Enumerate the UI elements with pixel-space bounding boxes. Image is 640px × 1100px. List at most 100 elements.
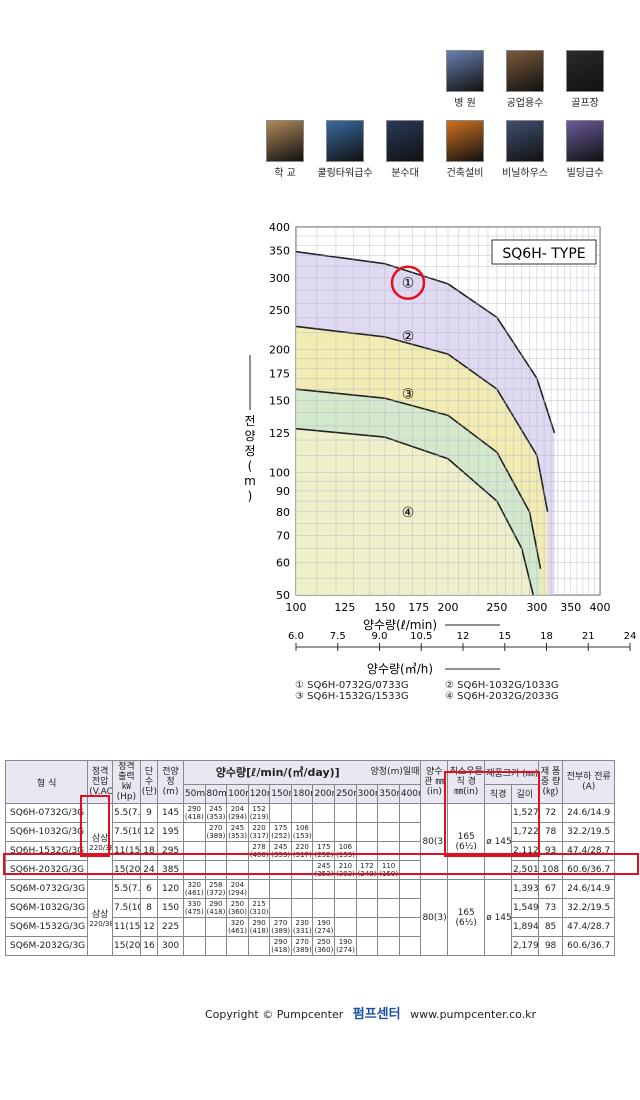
table-cell: 110 (159) [377,860,400,880]
x2-tick-label: 18 [540,631,553,642]
chart-legend: ① SQ6H-0732G/0733G ② SQ6H-1032G/1033G ③ S… [295,680,615,702]
website-url[interactable]: www.pumpcenter.co.kr [410,1008,537,1021]
table-cell: 78 [537,822,564,842]
table-cell: 15(20) [111,936,141,956]
app-label: 공업용수 [506,98,544,109]
footer: Copyright © Pumpcenter 펌프센터 www.pumpcent… [205,1003,625,1022]
header-flow-120m: 120m [247,783,271,805]
table-cell: 245 (353) [226,822,249,842]
x2-tick-label: 7.5 [330,631,346,642]
brand-logo: 펌프센터 [352,1007,401,1022]
table-cell: 24 [139,860,159,880]
table-cell: 1,894 [510,917,539,937]
building-icon [566,120,604,162]
flow-value: 230 [295,919,309,927]
table-cell: 2,179 [510,936,539,956]
flow-value: (317) [249,832,269,840]
table-cell: ø 145 [484,879,512,956]
table-cell: 98 [537,936,564,956]
factory-icon [506,50,544,92]
well-text: 165 [457,907,475,918]
flow-value: (274) [336,946,355,954]
table-cell: ø 145 [484,803,512,880]
header-well-title: 최소우물 직 경 [449,767,483,787]
series-line-3 [296,325,549,512]
flow-value: (294) [228,813,247,821]
y-axis-label-char: 양 [244,429,255,443]
table-cell [355,936,379,956]
x2-tick-label: 6.0 [288,631,304,642]
flow-value: (317) [292,851,312,859]
well-text: 165 [457,831,475,842]
flow-value: 290 [187,805,201,813]
flow-value: (331) [292,927,312,935]
flow-value: 320 [230,919,245,927]
table-cell: 106 (153) [334,841,357,861]
flow-value: (310) [249,908,269,916]
header-model: 형 식 [4,760,89,804]
table-cell [290,879,314,899]
table-cell: 60.6/36.7 [562,860,615,880]
table-cell: SQ6M-0732G/3G [4,879,89,899]
y-tick-label: 60 [276,557,290,570]
flow-value: 175 [317,843,331,851]
chart-title-box [491,239,597,265]
y-tick-label: 400 [269,221,290,234]
y-axis-label-char: m [244,474,256,488]
series-group [296,227,600,595]
table-cell [182,936,206,956]
building-equipment-icon [446,120,484,162]
table-cell: 73 [537,898,564,918]
table-row: SQ6M-0732G/3G삼상220/3805.5(7.5)6120320(46… [4,879,615,956]
table-cell: 12 [139,917,159,937]
flow-value: 106 [338,843,353,851]
flow-value: 220 [295,843,309,851]
x2-tick-label: 24 [624,631,637,642]
flow-value: (400) [249,851,269,859]
y-tick-label: 300 [269,272,290,285]
table-cell: 320 (461) [226,917,249,937]
table-cell: 1,722 [510,822,539,842]
golf-icon [566,50,604,92]
table-cell [355,841,379,861]
table-cell [182,841,206,861]
table-cell: 190 (274) [334,936,357,956]
table-cell: 60.6/36.7 [562,936,615,956]
cooling-tower-icon [326,120,364,162]
flow-value: 190 [338,938,353,946]
flow-value: (389) [271,927,291,935]
app-factory: 공업용수 [495,50,555,109]
table-cell [377,898,400,918]
table-cell: 172 (248) [355,860,379,880]
app-label: 비닐하우스 [502,168,548,179]
table-cell: SQ6H-2032G/3G [4,860,89,880]
table-cell: 108 [537,860,564,880]
flow-value: (360) [314,946,334,954]
table-cell [377,841,400,861]
table-cell: 7.5(10) [111,898,141,918]
hospital-icon [446,50,484,92]
header-flow: 양수량[ℓ/min/(㎥/day)] 양정(m)일때 [182,760,422,785]
table-cell [204,841,228,861]
table-cell [377,822,400,842]
header-flow-300m: 300m [355,783,379,805]
table-cell: 67 [537,879,564,899]
flow-value: 250 [230,900,245,908]
table-cell: 80(3) [420,803,449,880]
y-tick-label: 50 [276,589,290,602]
y-tick-label: 90 [276,485,290,498]
flow-value: (353) [228,832,247,840]
flow-value: 270 [273,919,288,927]
table-cell [226,841,249,861]
table-cell: 320 (461) [182,879,206,899]
table-cell: 11(15) [111,917,141,937]
flow-value: (219) [249,813,269,821]
performance-chart: 100 125 150 175 200 250 300 350 400 50 60 70 80 90 100… [244,221,637,676]
table-cell [312,803,336,823]
table-cell: 9 [139,803,159,823]
series-line-4 [296,250,556,434]
table-cell [269,860,292,880]
flow-value: 245 [209,805,223,813]
header-well: 최소우물 직 경 ㎜(in) [447,760,486,804]
x-tick-label: 175 [408,601,429,614]
